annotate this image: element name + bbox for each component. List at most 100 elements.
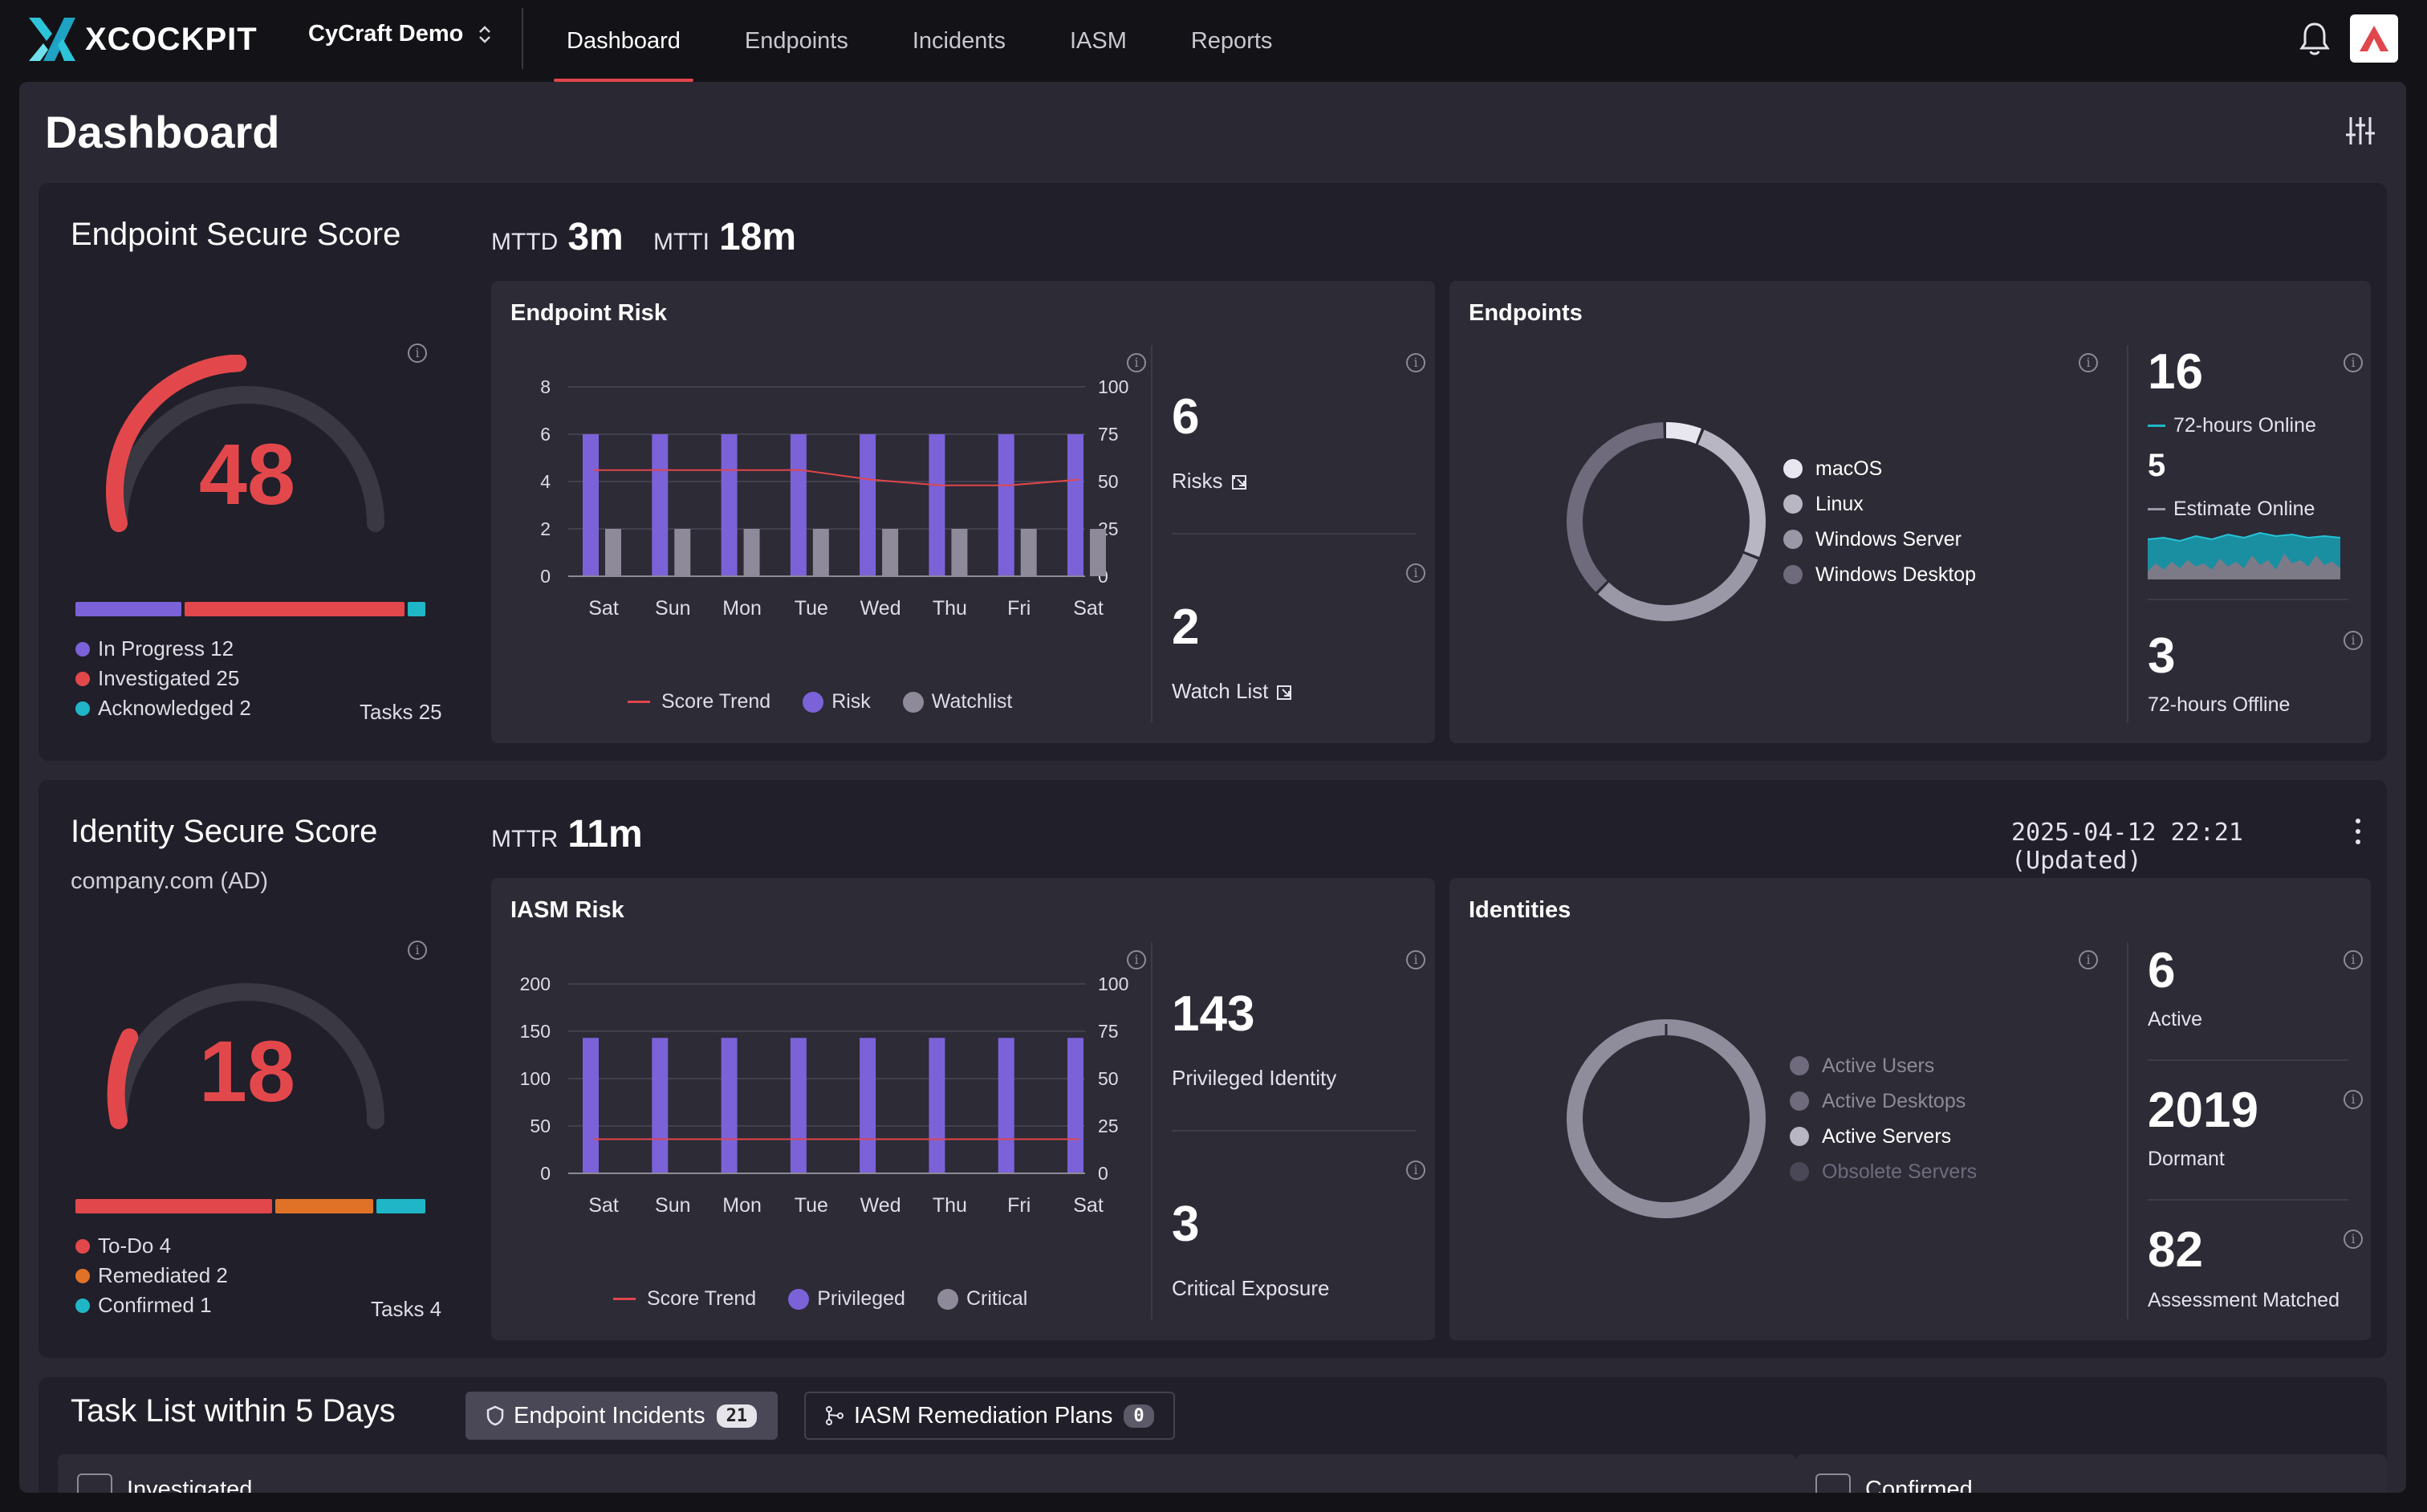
bar-risk: [652, 434, 669, 576]
privileged-label: Privileged Identity: [1172, 1066, 1337, 1090]
mttd-metric: MTTD 3m: [491, 215, 624, 259]
legend-dot: [75, 1238, 90, 1254]
org-name: CyCraft Demo: [308, 21, 464, 47]
identity-status-bar: [75, 1199, 425, 1213]
nav-endpoints[interactable]: Endpoints: [744, 27, 848, 54]
nav-reports[interactable]: Reports: [1190, 27, 1273, 54]
main-content: Dashboard Endpoint Secure Score MTTD 3m …: [19, 82, 2406, 1493]
y2-tick-label: 50: [1098, 1068, 1119, 1089]
legend-windows-desktop: Windows Desktop: [1783, 557, 1976, 592]
bell-icon[interactable]: [2297, 19, 2332, 58]
gauge-value-arc: [107, 1028, 139, 1129]
info-icon[interactable]: i: [2344, 1230, 2363, 1249]
donut-ring: [1567, 1019, 1766, 1218]
investigated-column: Investigated: [58, 1454, 1796, 1493]
legend-dot: [937, 1288, 958, 1310]
legend-privileged: Privileged: [788, 1287, 905, 1311]
info-icon[interactable]: i: [1127, 353, 1146, 372]
nav-dashboard[interactable]: Dashboard: [554, 0, 693, 82]
identities-title: Identities: [1469, 897, 1571, 923]
investigated-label: Investigated: [127, 1477, 253, 1493]
y2-tick-label: 75: [1098, 424, 1119, 445]
identity-section: Identity Secure Score company.com (AD) M…: [39, 780, 2387, 1358]
x-tick-label: Sat: [1073, 597, 1104, 620]
info-icon[interactable]: i: [1406, 353, 1425, 372]
endpoint-tasks-count: Tasks 25: [360, 700, 442, 724]
status-segment: [376, 1199, 425, 1213]
info-icon[interactable]: i: [408, 941, 427, 960]
x-tick-label: Sun: [655, 597, 690, 620]
page-title: Dashboard: [45, 107, 280, 157]
avatar[interactable]: [2350, 14, 2398, 63]
panel-divider: [1151, 942, 1153, 1319]
info-icon[interactable]: i: [2344, 1090, 2363, 1109]
tab-count-badge: 21: [716, 1404, 758, 1428]
endpoint-risk-panel: Endpoint Risk 024680255075100SatSunMonTu…: [491, 281, 1435, 743]
nav-iasm[interactable]: IASM: [1069, 27, 1127, 54]
main-nav: Dashboard Endpoints Incidents IASM Repor…: [554, 0, 1323, 82]
x-tick-label: Sun: [655, 1194, 690, 1217]
watchlist-link[interactable]: Watch List: [1172, 679, 1294, 704]
dormant-count: 2019: [2148, 1083, 2258, 1138]
legend-dot: [1790, 1127, 1809, 1146]
tab-count-badge: 0: [1124, 1404, 1154, 1428]
y-tick-label: 4: [540, 471, 551, 492]
estimate-label-row: Estimate Online: [2148, 498, 2315, 521]
risks-count: 6: [1172, 389, 1200, 445]
stat-divider: [1172, 1130, 1416, 1132]
org-switcher[interactable]: CyCraft Demo: [308, 21, 492, 47]
identity-tasks-count: Tasks 4: [371, 1297, 442, 1321]
y2-tick-label: 25: [1098, 1116, 1119, 1136]
info-icon[interactable]: i: [2344, 353, 2363, 372]
y-tick-label: 150: [520, 1021, 551, 1042]
legend-dot: [1783, 459, 1803, 478]
tasklist-section: Task List within 5 Days Endpoint Inciden…: [39, 1377, 2387, 1493]
y-tick-label: 0: [540, 566, 551, 587]
info-icon[interactable]: i: [1406, 950, 1425, 969]
x-tick-label: Wed: [860, 597, 901, 620]
gauge-track: [110, 386, 384, 532]
legend-confirmed: Confirmed 1: [75, 1290, 228, 1320]
offline-label: 72-hours Offline: [2148, 693, 2291, 716]
bar-privileged: [929, 1038, 945, 1173]
tab-endpoint-incidents[interactable]: Endpoint Incidents 21: [465, 1392, 779, 1440]
legend-dot: [75, 701, 90, 716]
legend-label: Windows Server: [1815, 528, 1962, 551]
legend-score-trend: Score Trend: [628, 690, 770, 713]
x-tick-label: Mon: [722, 1194, 762, 1217]
info-icon[interactable]: i: [408, 343, 427, 363]
sliders-icon[interactable]: [2344, 114, 2377, 148]
info-icon[interactable]: i: [2344, 631, 2363, 650]
updated-timestamp: 2025-04-12 22:21 (Updated): [2011, 819, 2243, 875]
info-icon[interactable]: i: [1406, 1160, 1425, 1180]
info-icon[interactable]: i: [2079, 353, 2098, 372]
bar-watchlist: [1090, 529, 1106, 576]
legend-label: Watchlist: [931, 690, 1013, 713]
nav-incidents[interactable]: Incidents: [912, 27, 1006, 54]
legend-label: Score Trend: [661, 690, 771, 713]
external-link-icon: [1277, 685, 1292, 700]
info-icon[interactable]: i: [1406, 563, 1425, 583]
legend-dot: [75, 671, 90, 686]
legend-dot: [803, 691, 824, 713]
sparkline-estimate-area: [2148, 554, 2340, 579]
online-sparkline: [2148, 531, 2340, 579]
legend-label: Acknowledged 2: [98, 696, 251, 720]
status-segment: [75, 1199, 272, 1213]
legend-label: Active Users: [1822, 1055, 1935, 1077]
donut-slice: [1597, 553, 1758, 621]
x-tick-label: Thu: [933, 597, 967, 620]
info-icon[interactable]: i: [2344, 950, 2363, 969]
logo[interactable]: XCOCKPIT: [27, 16, 258, 63]
legend-risk: Risk: [803, 690, 871, 713]
external-link-icon: [1231, 474, 1246, 490]
legend-label: Remediated 2: [98, 1263, 228, 1287]
risks-link[interactable]: Risks: [1172, 469, 1249, 494]
tab-iasm-remediation-plans[interactable]: IASM Remediation Plans 0: [804, 1392, 1175, 1440]
info-icon[interactable]: i: [1127, 950, 1146, 969]
mtti-value: 18m: [718, 216, 797, 258]
more-options-icon[interactable]: [2352, 815, 2364, 847]
info-icon[interactable]: i: [2079, 950, 2098, 969]
y2-tick-label: 100: [1098, 376, 1128, 397]
legend-dot: [1790, 1056, 1809, 1075]
